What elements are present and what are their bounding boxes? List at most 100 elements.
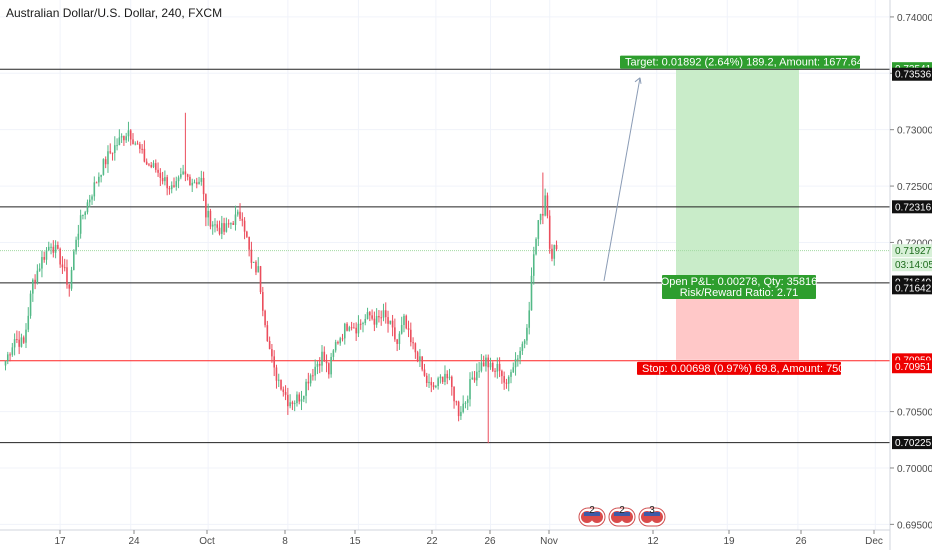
candle-body[interactable] bbox=[184, 171, 187, 175]
candle-body[interactable] bbox=[116, 145, 118, 147]
candle-body[interactable] bbox=[20, 337, 23, 347]
candle-body[interactable] bbox=[378, 315, 380, 318]
candle-body[interactable] bbox=[387, 317, 389, 324]
candle-body[interactable] bbox=[166, 177, 168, 189]
candle-body[interactable] bbox=[282, 389, 285, 393]
candle-body[interactable] bbox=[302, 395, 305, 400]
candle-body[interactable] bbox=[343, 323, 346, 339]
candle-body[interactable] bbox=[113, 145, 116, 153]
candle-body[interactable] bbox=[421, 356, 423, 370]
candle-body[interactable] bbox=[45, 250, 48, 260]
candle-body[interactable] bbox=[300, 399, 303, 402]
candle-body[interactable] bbox=[439, 376, 442, 379]
candle-body[interactable] bbox=[507, 376, 510, 384]
candle-body[interactable] bbox=[152, 163, 155, 168]
candle-body[interactable] bbox=[52, 246, 55, 253]
candle-body[interactable] bbox=[405, 315, 408, 329]
candle-body[interactable] bbox=[259, 266, 262, 293]
candle-body[interactable] bbox=[223, 223, 225, 232]
candle-body[interactable] bbox=[551, 248, 553, 259]
candle-body[interactable] bbox=[382, 310, 385, 318]
candle-body[interactable] bbox=[209, 210, 212, 227]
candle-body[interactable] bbox=[123, 136, 125, 141]
candle-body[interactable] bbox=[542, 213, 544, 216]
candle-body[interactable] bbox=[316, 363, 319, 367]
candle-body[interactable] bbox=[496, 363, 499, 372]
candle-body[interactable] bbox=[489, 362, 492, 368]
candle-body[interactable] bbox=[9, 354, 11, 356]
candle-body[interactable] bbox=[391, 320, 394, 328]
candle-body[interactable] bbox=[268, 341, 271, 350]
candle-body[interactable] bbox=[70, 269, 73, 289]
candle-body[interactable] bbox=[346, 323, 348, 331]
candle-body[interactable] bbox=[339, 338, 342, 344]
candle-body[interactable] bbox=[157, 169, 159, 173]
candle-body[interactable] bbox=[95, 182, 98, 184]
candle-body[interactable] bbox=[437, 378, 439, 387]
candle-body[interactable] bbox=[414, 343, 417, 353]
candle-body[interactable] bbox=[364, 318, 367, 324]
candle-body[interactable] bbox=[159, 172, 162, 178]
candle-body[interactable] bbox=[291, 402, 294, 404]
candle-body[interactable] bbox=[389, 320, 392, 324]
candle-body[interactable] bbox=[218, 227, 221, 234]
candle-body[interactable] bbox=[494, 370, 496, 372]
candle-body[interactable] bbox=[380, 317, 383, 319]
candle-body[interactable] bbox=[555, 244, 558, 249]
candle-body[interactable] bbox=[369, 312, 371, 316]
candle-body[interactable] bbox=[448, 376, 451, 379]
candle-body[interactable] bbox=[41, 257, 43, 269]
candle-body[interactable] bbox=[453, 386, 455, 402]
candle-body[interactable] bbox=[6, 354, 9, 361]
candle-body[interactable] bbox=[25, 329, 27, 343]
candle-body[interactable] bbox=[462, 403, 464, 412]
candle-body[interactable] bbox=[432, 385, 435, 388]
candle-body[interactable] bbox=[34, 279, 36, 283]
candle-body[interactable] bbox=[289, 402, 291, 407]
candle-body[interactable] bbox=[18, 339, 20, 347]
candle-body[interactable] bbox=[4, 360, 7, 366]
candle-body[interactable] bbox=[505, 382, 508, 384]
candle-body[interactable] bbox=[460, 411, 462, 417]
candle-body[interactable] bbox=[66, 267, 68, 285]
candle-body[interactable] bbox=[182, 171, 184, 175]
candle-body[interactable] bbox=[548, 215, 551, 249]
candle-body[interactable] bbox=[394, 327, 396, 340]
profit-zone[interactable] bbox=[676, 68, 799, 283]
candle-body[interactable] bbox=[239, 211, 241, 219]
candle-body[interactable] bbox=[480, 362, 483, 371]
candle-body[interactable] bbox=[471, 377, 474, 380]
candle-body[interactable] bbox=[312, 375, 314, 377]
candle-body[interactable] bbox=[284, 392, 287, 395]
candle-body[interactable] bbox=[150, 164, 153, 168]
candle-body[interactable] bbox=[334, 342, 337, 351]
candle-body[interactable] bbox=[309, 375, 312, 384]
candle-body[interactable] bbox=[428, 381, 430, 383]
candle-body[interactable] bbox=[359, 323, 362, 325]
candle-body[interactable] bbox=[450, 376, 453, 387]
candle-body[interactable] bbox=[398, 333, 401, 344]
candle-body[interactable] bbox=[384, 310, 387, 318]
candle-body[interactable] bbox=[539, 213, 542, 221]
candle-body[interactable] bbox=[478, 370, 480, 372]
candle-body[interactable] bbox=[143, 148, 146, 162]
candle-body[interactable] bbox=[127, 130, 130, 137]
candle-body[interactable] bbox=[241, 218, 244, 221]
candle-body[interactable] bbox=[38, 268, 41, 271]
candle-body[interactable] bbox=[501, 370, 503, 377]
candle-body[interactable] bbox=[118, 137, 121, 146]
candle-body[interactable] bbox=[59, 248, 61, 265]
candle-body[interactable] bbox=[455, 401, 458, 403]
candle-body[interactable] bbox=[252, 261, 255, 263]
candle-body[interactable] bbox=[544, 195, 546, 216]
candle-body[interactable] bbox=[175, 181, 178, 187]
candle-body[interactable] bbox=[47, 246, 50, 251]
candle-body[interactable] bbox=[154, 163, 157, 170]
candle-body[interactable] bbox=[321, 351, 323, 366]
candle-body[interactable] bbox=[77, 233, 80, 240]
candle-body[interactable] bbox=[485, 357, 487, 367]
candle-body[interactable] bbox=[430, 381, 433, 386]
candle-body[interactable] bbox=[168, 188, 171, 190]
candle-body[interactable] bbox=[211, 224, 214, 227]
